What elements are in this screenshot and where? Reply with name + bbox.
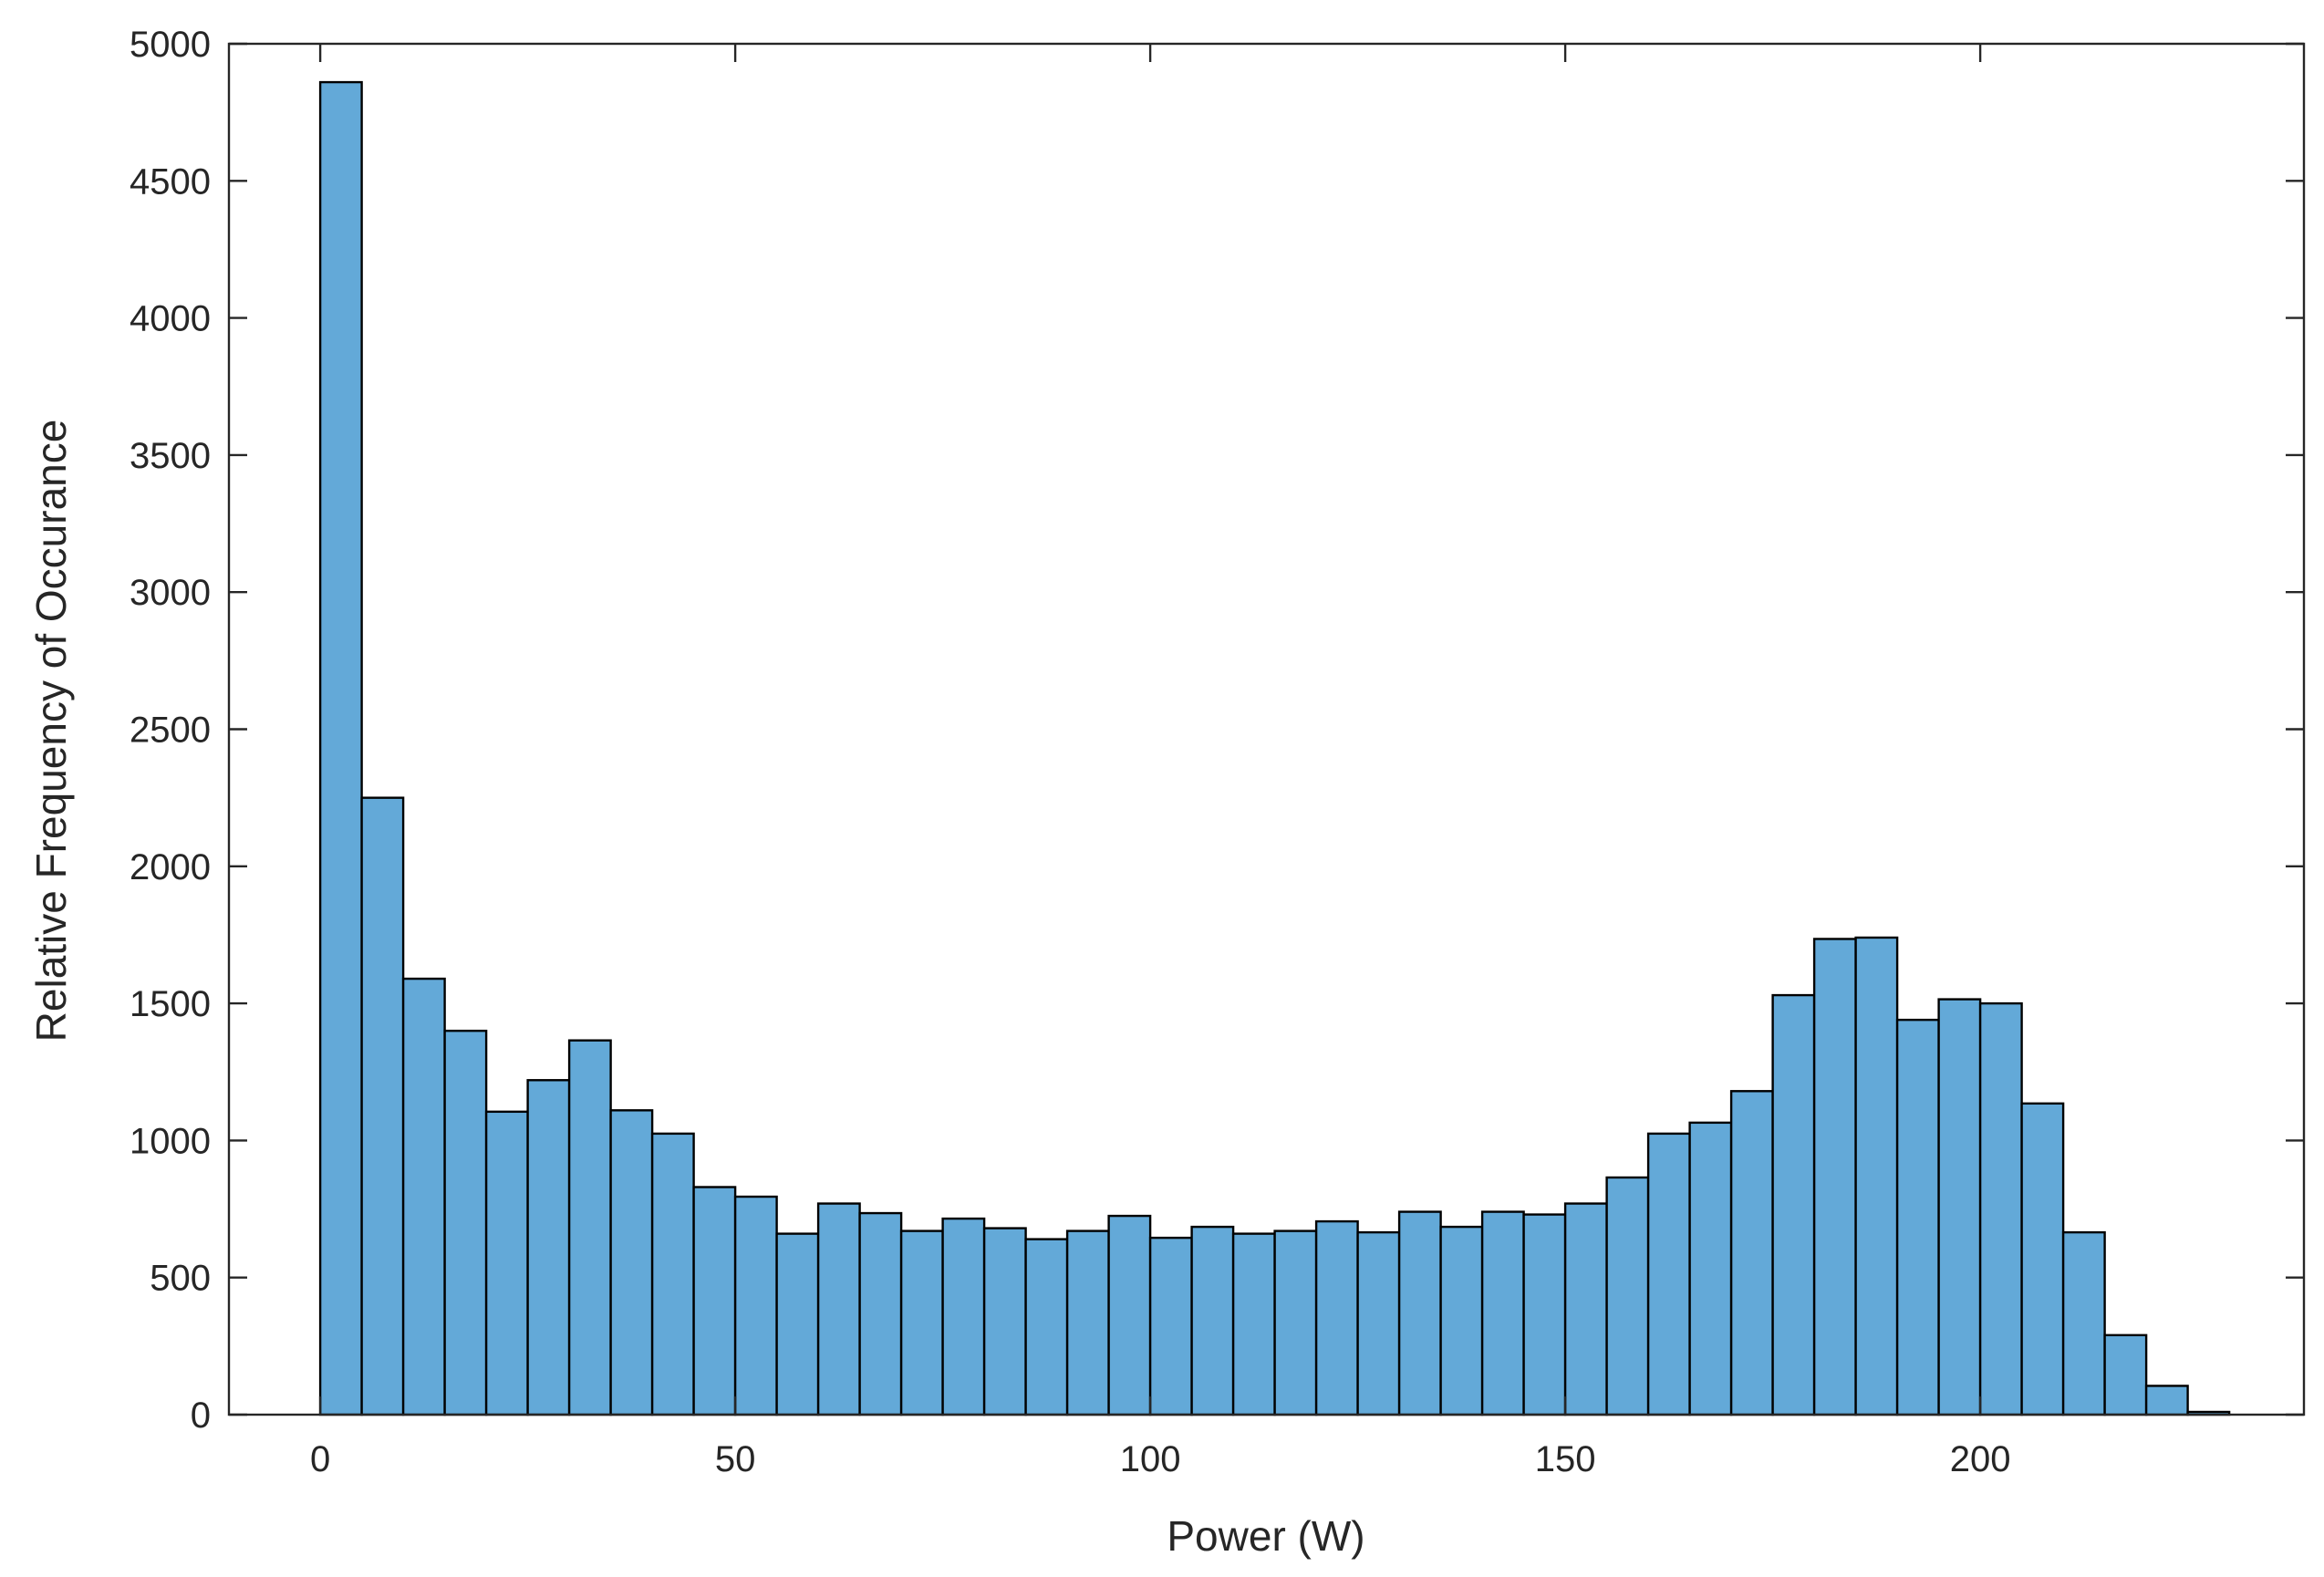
y-tick-label: 0	[191, 1395, 211, 1436]
histogram-bar	[692, 1186, 737, 1416]
histogram-bar	[1439, 1225, 1484, 1416]
histogram-bar	[1356, 1230, 1401, 1416]
histogram-bar	[360, 796, 405, 1416]
histogram-bar	[484, 1110, 529, 1416]
y-tick-label: 500	[150, 1259, 211, 1299]
histogram-bar	[1771, 993, 1816, 1416]
histogram-bar	[526, 1079, 571, 1416]
histogram-bar	[1107, 1214, 1152, 1416]
histogram-bar	[2020, 1102, 2065, 1416]
x-tick-label: 150	[1535, 1439, 1596, 1479]
x-tick-label: 200	[1950, 1439, 2011, 1479]
histogram-bar	[1895, 1018, 1940, 1416]
histogram-bar	[1148, 1236, 1193, 1416]
y-axis-label: Relative Frequency of Occurance	[27, 420, 75, 1043]
y-tick-label: 2000	[130, 847, 211, 887]
histogram-bar	[1522, 1213, 1567, 1416]
y-tick-label: 4500	[130, 161, 211, 202]
histogram-bar	[1729, 1090, 1774, 1416]
histogram-bar	[982, 1227, 1027, 1416]
histogram-bar	[650, 1132, 695, 1416]
histogram-bar	[1273, 1229, 1318, 1416]
histogram-bar	[1646, 1132, 1691, 1416]
y-tick-label: 1500	[130, 984, 211, 1024]
histogram-bar	[1563, 1202, 1608, 1416]
histogram-bar	[858, 1211, 903, 1416]
histogram-bar	[2061, 1230, 2106, 1416]
histogram-bar	[1854, 936, 1899, 1416]
y-tick-label: 3000	[130, 573, 211, 613]
histogram-bar	[443, 1029, 488, 1416]
histogram-bar	[816, 1202, 861, 1416]
histogram-bar	[1397, 1210, 1442, 1416]
x-tick-label: 100	[1120, 1439, 1181, 1479]
histogram-bar	[1812, 938, 1857, 1416]
histogram-bar	[1978, 1001, 2023, 1416]
x-axis-label: Power (W)	[1167, 1512, 1364, 1560]
histogram-bar	[733, 1195, 778, 1416]
histogram-bar	[1937, 998, 1982, 1416]
histogram-bar	[1480, 1210, 1525, 1416]
y-tick-label: 3500	[130, 436, 211, 476]
histogram-bar	[567, 1039, 612, 1416]
histogram-bar	[318, 80, 363, 1416]
y-tick-label: 5000	[130, 25, 211, 65]
histogram-bar	[1605, 1176, 1650, 1416]
histogram-bar	[941, 1217, 986, 1416]
histogram-bar	[2103, 1333, 2148, 1416]
y-tick-label: 1000	[130, 1121, 211, 1161]
ticks-group: 0 50 100 150 2000500100015002000250030003500…	[130, 25, 2304, 1479]
histogram-bar	[401, 977, 446, 1416]
bars-group	[318, 80, 2231, 1416]
histogram-bar	[1688, 1121, 1733, 1416]
histogram-bar	[899, 1229, 944, 1416]
x-tick-label: 0	[310, 1439, 330, 1479]
x-tick-label: 50	[715, 1439, 756, 1479]
histogram-bar	[1314, 1219, 1359, 1416]
histogram-bar	[1065, 1229, 1110, 1416]
y-tick-label: 2500	[130, 711, 211, 751]
histogram-bar	[1024, 1238, 1069, 1416]
y-tick-label: 4000	[130, 299, 211, 339]
histogram-bar	[775, 1232, 820, 1416]
histogram-bar	[2144, 1385, 2189, 1416]
histogram-bar	[1231, 1232, 1276, 1416]
histogram-bar	[1190, 1225, 1235, 1416]
histogram-bar	[609, 1109, 654, 1416]
